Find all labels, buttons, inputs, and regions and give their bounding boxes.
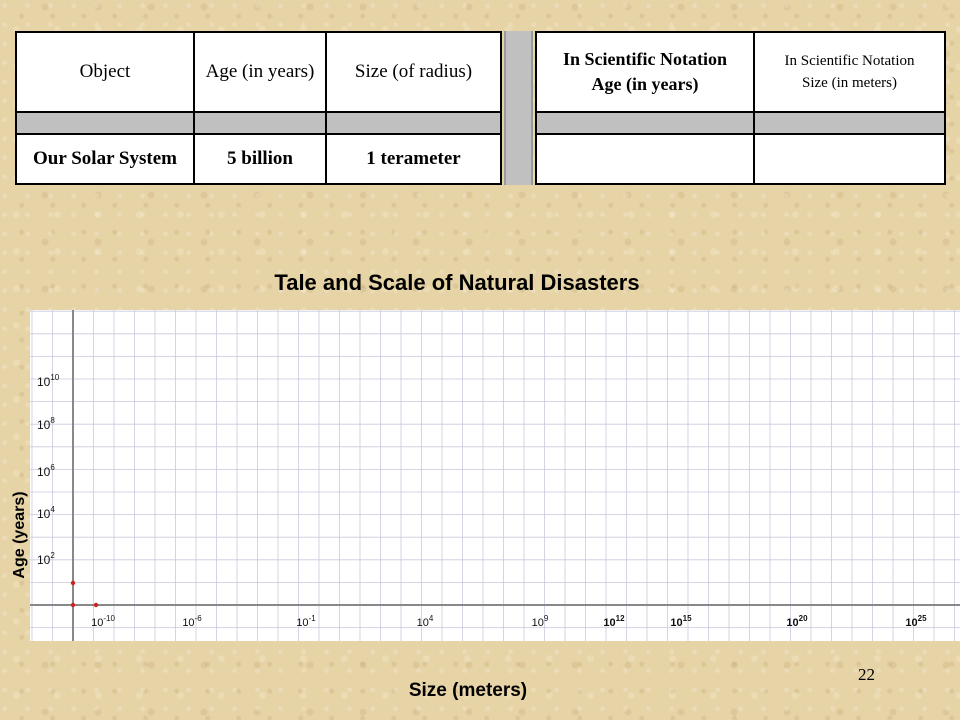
x-tick-label: 1020: [786, 614, 808, 629]
axis-marker-dot: [70, 602, 76, 608]
cell-size: 1 terameter: [325, 133, 502, 185]
table-divider: [504, 31, 533, 185]
spacer-row: [15, 111, 502, 135]
axis-marker-dot: [93, 602, 99, 608]
header-object: Object: [15, 31, 195, 113]
header-size: Size (of radius): [325, 31, 502, 113]
y-tick-labels: 102 104 106 108 1010: [37, 373, 60, 567]
page-number: 22: [858, 665, 875, 684]
header-sci-age-line1: In Scientific Notation: [563, 49, 727, 69]
header-sci-size: In Scientific Notation Size (in meters): [753, 31, 946, 113]
x-axis-label: Size (meters): [408, 680, 528, 701]
header-sci-size-line1: In Scientific Notation: [784, 53, 915, 69]
y-tick-label: 104: [37, 505, 55, 521]
axis-marker-dot: [70, 580, 76, 586]
spacer-row: [535, 111, 946, 135]
header-sci-age-line2: Age (in years): [591, 74, 699, 94]
plot-area: [30, 310, 960, 641]
cell-age: 5 billion: [193, 133, 327, 185]
y-tick-label: 1010: [37, 373, 60, 389]
scientific-notation-table: In Scientific Notation Age (in years) In…: [535, 31, 946, 185]
header-age: Age (in years): [193, 31, 327, 113]
axes: [30, 310, 960, 641]
header-sci-size-line2: Size (in meters): [802, 75, 897, 91]
cell-sci-size: [753, 133, 946, 185]
x-tick-labels: 10-10 10-6 10-1 104 109 1012 1015 1020 1025: [91, 614, 927, 629]
x-tick-label: 1015: [670, 614, 692, 629]
x-tick-label: 10-1: [296, 614, 316, 629]
y-tick-label: 108: [37, 416, 55, 432]
cell-object: Our Solar System: [15, 133, 195, 185]
x-tick-label: 10-10: [91, 614, 115, 629]
x-tick-label: 1025: [905, 614, 927, 629]
y-tick-label: 102: [37, 551, 55, 567]
table-row: [535, 133, 946, 185]
cell-sci-age: [535, 133, 755, 185]
header-sci-age: In Scientific Notation Age (in years): [535, 31, 755, 113]
table-row: Our Solar System 5 billion 1 terameter: [15, 133, 502, 185]
y-axis-label: Age (years): [11, 491, 28, 579]
axis-markers: [70, 580, 99, 608]
x-tick-label: 104: [417, 614, 434, 629]
x-tick-label: 109: [532, 614, 549, 629]
x-tick-label: 10-6: [182, 614, 202, 629]
y-tick-label: 106: [37, 463, 55, 479]
objects-table: Object Age (in years) Size (of radius) O…: [15, 31, 502, 185]
grid-lines: [30, 310, 960, 641]
chart-title: Tale and Scale of Natural Disasters: [274, 270, 640, 295]
x-tick-label: 1012: [603, 614, 625, 629]
